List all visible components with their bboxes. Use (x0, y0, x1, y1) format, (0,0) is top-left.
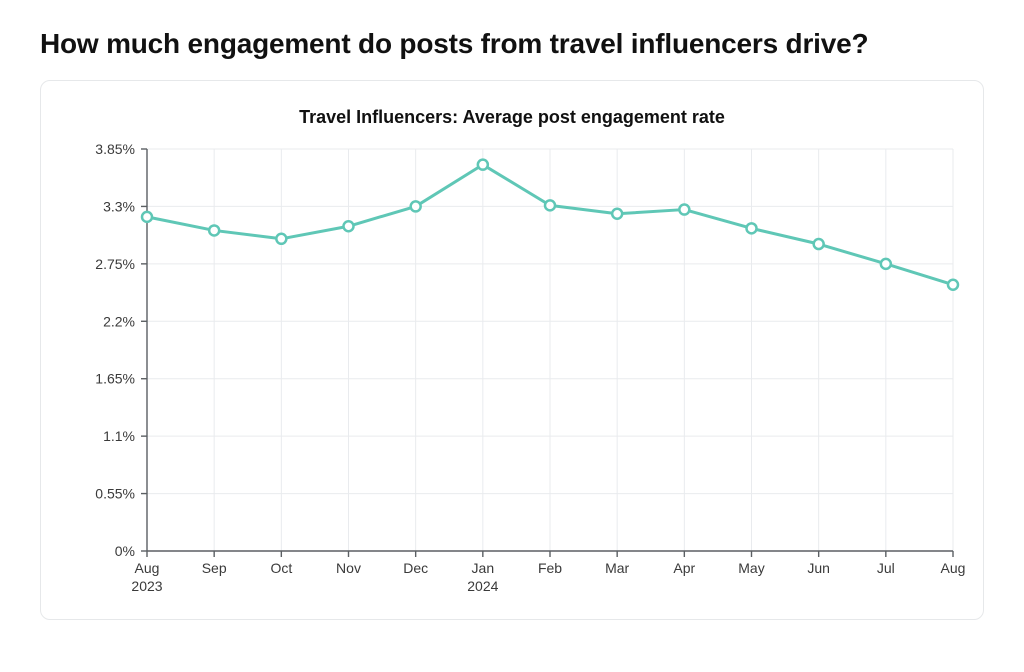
x-tick-label: Oct (270, 560, 292, 576)
y-tick-label: 2.2% (103, 313, 135, 329)
chart-card: Travel Influencers: Average post engagem… (40, 80, 984, 620)
y-tick-label: 1.1% (103, 428, 135, 444)
x-tick-label: Sep (202, 560, 227, 576)
data-point (881, 259, 891, 269)
data-point (948, 280, 958, 290)
y-tick-label: 3.3% (103, 198, 135, 214)
y-tick-label: 0.55% (95, 486, 135, 502)
x-tick-label: May (738, 560, 764, 576)
y-tick-label: 2.75% (95, 256, 135, 272)
x-tick-label: Nov (336, 560, 361, 576)
x-tick-label: Dec (403, 560, 428, 576)
x-tick-label: Apr (673, 560, 695, 576)
data-point (814, 239, 824, 249)
x-tick-sublabel: 2023 (131, 578, 162, 594)
x-tick-sublabel: 2024 (467, 578, 498, 594)
x-tick-label: Feb (538, 560, 562, 576)
data-point (679, 205, 689, 215)
y-tick-label: 0% (115, 543, 135, 559)
x-tick-label: Mar (605, 560, 629, 576)
data-point (478, 160, 488, 170)
x-tick-label: Aug (941, 560, 965, 576)
line-chart-svg: 0% 0.55% 1.1% 1.65% 2.2% 2.75% 3.3% 3.85% Aug 202… (61, 139, 965, 607)
x-tick-label: Jan (472, 560, 495, 576)
x-tick-label: Jun (807, 560, 830, 576)
page-title: How much engagement do posts from travel… (40, 28, 984, 60)
data-point (142, 212, 152, 222)
data-point (747, 223, 757, 233)
data-point (612, 209, 622, 219)
chart-title: Travel Influencers: Average post engagem… (61, 107, 963, 128)
y-tick-label: 3.85% (95, 141, 135, 157)
data-point (411, 201, 421, 211)
chart-plot: 0% 0.55% 1.1% 1.65% 2.2% 2.75% 3.3% 3.85% Aug 202… (61, 139, 963, 605)
data-point (276, 234, 286, 244)
data-point (344, 221, 354, 231)
x-tick-label: Jul (877, 560, 895, 576)
data-point (209, 225, 219, 235)
y-tick-label: 1.65% (95, 371, 135, 387)
data-point (545, 200, 555, 210)
x-tick-label: Aug (135, 560, 160, 576)
